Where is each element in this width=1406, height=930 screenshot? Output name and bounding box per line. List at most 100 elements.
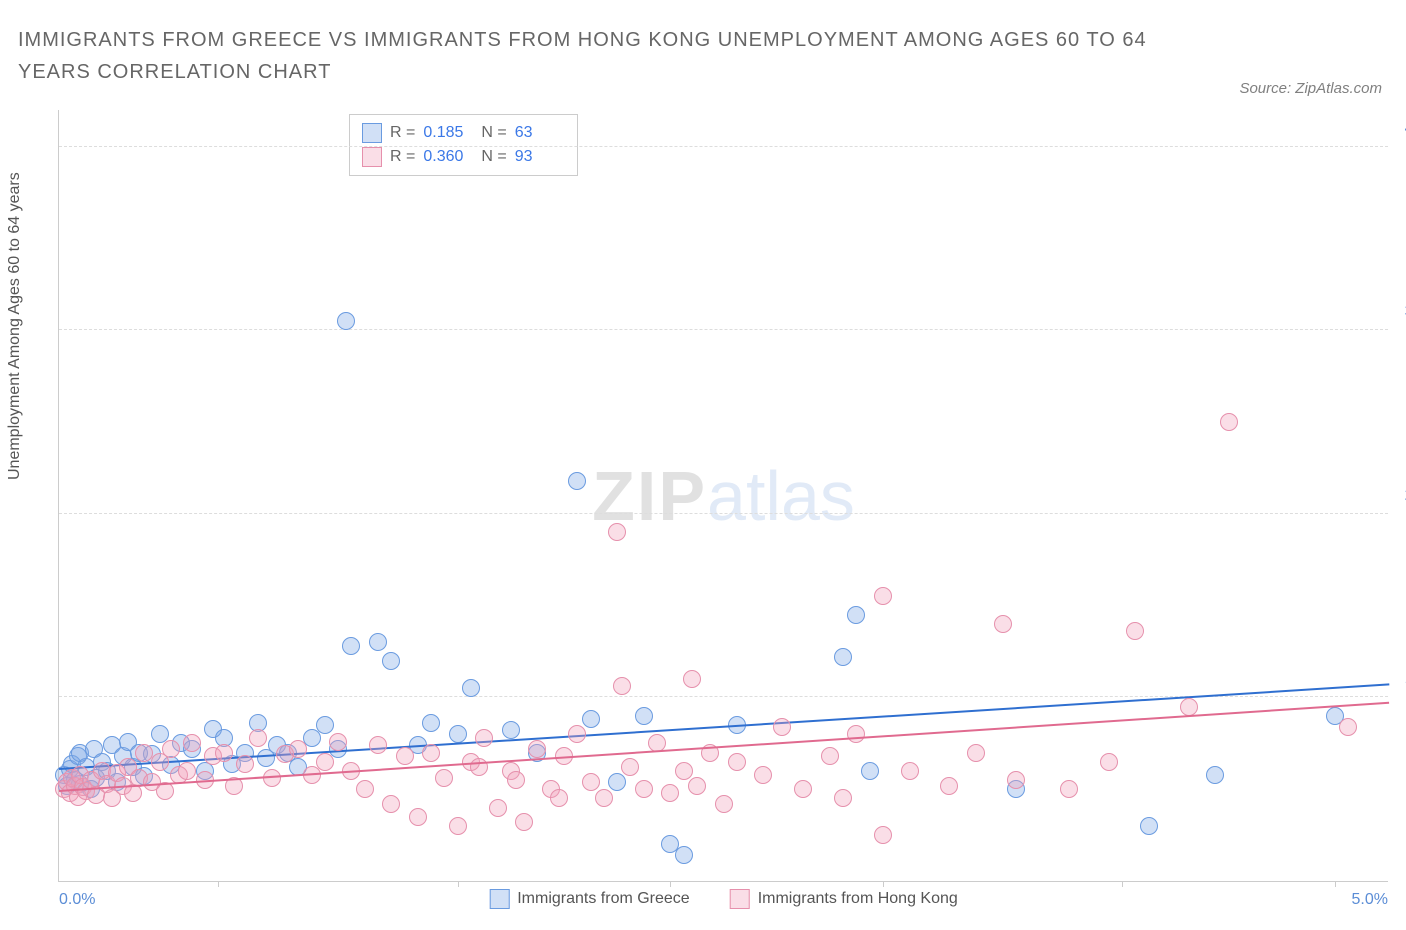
scatter-point	[582, 773, 600, 791]
scatter-point	[502, 721, 520, 739]
legend-swatch	[730, 889, 750, 909]
scatter-point	[568, 725, 586, 743]
scatter-point	[475, 729, 493, 747]
scatter-point	[550, 789, 568, 807]
scatter-point	[994, 615, 1012, 633]
scatter-point	[728, 753, 746, 771]
legend-item: Immigrants from Greece	[489, 889, 689, 909]
scatter-point	[178, 762, 196, 780]
scatter-point	[289, 740, 307, 758]
scatter-point	[874, 826, 892, 844]
x-axis-max-label: 5.0%	[1352, 891, 1388, 909]
x-tick	[218, 881, 219, 887]
scatter-point	[821, 747, 839, 765]
scatter-point	[847, 725, 865, 743]
scatter-point	[635, 780, 653, 798]
scatter-point	[1140, 817, 1158, 835]
scatter-point	[901, 762, 919, 780]
watermark-atlas: atlas	[707, 457, 855, 535]
scatter-point	[382, 652, 400, 670]
scatter-point	[688, 777, 706, 795]
x-axis-min-label: 0.0%	[59, 891, 95, 909]
scatter-point	[342, 637, 360, 655]
scatter-point	[316, 753, 334, 771]
legend-swatch	[362, 147, 382, 167]
stat-n-label: N =	[481, 124, 506, 142]
stat-n-value: 93	[515, 148, 565, 166]
legend-label: Immigrants from Greece	[517, 890, 689, 908]
x-tick	[883, 881, 884, 887]
scatter-point	[608, 523, 626, 541]
scatter-point	[683, 670, 701, 688]
scatter-point	[382, 795, 400, 813]
scatter-point	[422, 714, 440, 732]
scatter-point	[715, 795, 733, 813]
scatter-point	[675, 762, 693, 780]
legend-label: Immigrants from Hong Kong	[758, 890, 958, 908]
stats-legend-row: R = 0.185 N = 63	[362, 121, 565, 145]
scatter-point	[435, 769, 453, 787]
scatter-point	[449, 817, 467, 835]
scatter-point	[613, 677, 631, 695]
series-legend: Immigrants from Greece Immigrants from Ho…	[489, 889, 958, 909]
x-tick	[1122, 881, 1123, 887]
scatter-point	[582, 710, 600, 728]
scatter-point	[608, 773, 626, 791]
scatter-point	[967, 744, 985, 762]
scatter-point	[861, 762, 879, 780]
scatter-point	[515, 813, 533, 831]
scatter-point	[396, 747, 414, 765]
stat-n-value: 63	[515, 124, 565, 142]
scatter-point	[356, 780, 374, 798]
scatter-point	[834, 789, 852, 807]
gridline	[59, 513, 1388, 514]
scatter-point	[595, 789, 613, 807]
y-axis-label: Unemployment Among Ages 60 to 64 years	[6, 172, 24, 480]
scatter-point	[621, 758, 639, 776]
legend-swatch	[362, 123, 382, 143]
stat-r-label: R =	[390, 148, 415, 166]
scatter-point	[316, 716, 334, 734]
source-attribution: Source: ZipAtlas.com	[1239, 80, 1382, 97]
scatter-point	[1126, 622, 1144, 640]
scatter-point	[675, 846, 693, 864]
scatter-point	[1007, 771, 1025, 789]
scatter-point	[661, 784, 679, 802]
scatter-point	[834, 648, 852, 666]
scatter-point	[337, 312, 355, 330]
scatter-point	[754, 766, 772, 784]
stat-n-label: N =	[481, 148, 506, 166]
x-tick	[458, 881, 459, 887]
gridline	[59, 146, 1388, 147]
scatter-point	[183, 734, 201, 752]
scatter-point	[1100, 753, 1118, 771]
scatter-point	[847, 606, 865, 624]
scatter-point	[215, 744, 233, 762]
legend-item: Immigrants from Hong Kong	[730, 889, 958, 909]
stats-legend-row: R = 0.360 N = 93	[362, 145, 565, 169]
scatter-point	[409, 808, 427, 826]
chart-container: IMMIGRANTS FROM GREECE VS IMMIGRANTS FRO…	[0, 0, 1406, 930]
stat-r-value: 0.185	[423, 124, 473, 142]
scatter-point	[249, 729, 267, 747]
scatter-point	[489, 799, 507, 817]
stat-r-label: R =	[390, 124, 415, 142]
gridline	[59, 329, 1388, 330]
watermark: ZIPatlas	[592, 456, 855, 536]
scatter-point	[773, 718, 791, 736]
scatter-point	[462, 679, 480, 697]
scatter-point	[162, 740, 180, 758]
scatter-point	[528, 740, 546, 758]
scatter-point	[369, 633, 387, 651]
scatter-point	[1060, 780, 1078, 798]
scatter-point	[1339, 718, 1357, 736]
scatter-point	[794, 780, 812, 798]
scatter-point	[449, 725, 467, 743]
scatter-point	[329, 733, 347, 751]
x-tick	[1335, 881, 1336, 887]
scatter-point	[422, 744, 440, 762]
scatter-point	[369, 736, 387, 754]
x-tick	[670, 881, 671, 887]
stat-r-value: 0.360	[423, 148, 473, 166]
scatter-point	[1180, 698, 1198, 716]
